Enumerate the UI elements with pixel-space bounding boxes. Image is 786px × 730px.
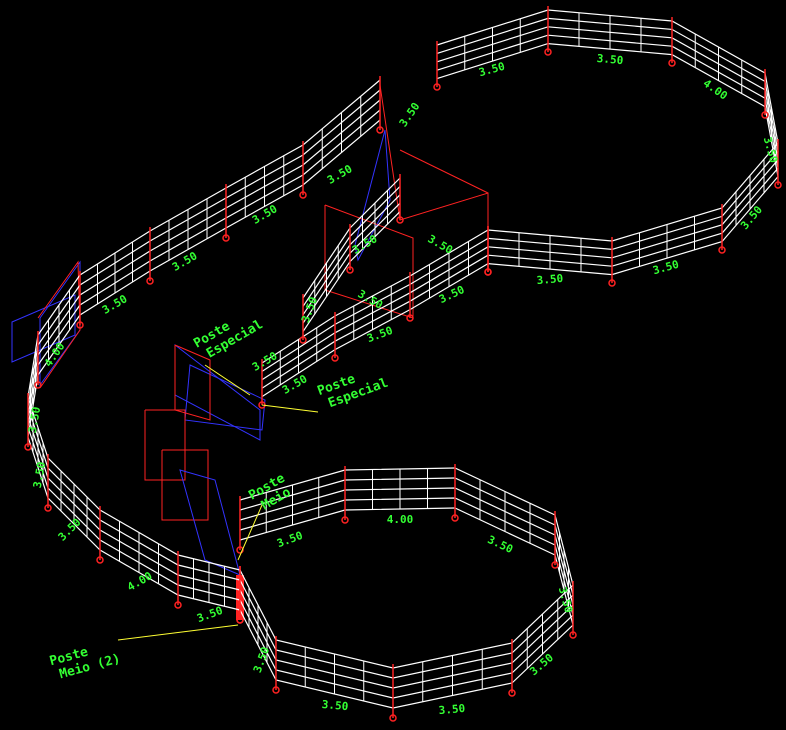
gate-frame xyxy=(144,409,186,481)
post-base xyxy=(774,181,782,189)
post-base xyxy=(376,126,384,134)
post-base xyxy=(24,443,32,451)
dimension-label: 3.50 xyxy=(275,529,304,550)
dimension-label: 3.50 xyxy=(738,203,765,232)
post-base xyxy=(146,277,154,285)
dimension-label: 3.50 xyxy=(397,100,423,129)
fence-rail xyxy=(239,497,574,699)
dimension-label: 3.50 xyxy=(31,461,48,489)
fence-rail xyxy=(261,246,489,381)
dimension-label: 3.50 xyxy=(536,272,564,287)
gate-frame xyxy=(184,364,266,431)
post-base xyxy=(341,516,349,524)
post-base xyxy=(396,216,404,224)
post-base xyxy=(551,561,559,569)
dimension-label: 3.50 xyxy=(250,202,279,227)
dimension-label: 3.50 xyxy=(170,249,199,274)
dimension-label: 3.50 xyxy=(100,292,129,317)
fence-rail xyxy=(302,177,401,299)
post-base xyxy=(299,336,307,344)
dimension-label: 3.50 xyxy=(321,698,349,713)
dimension-label: 3.50 xyxy=(365,324,394,345)
dimension-label: 3.50 xyxy=(485,533,515,556)
post-base xyxy=(34,381,42,389)
leaders xyxy=(117,364,319,641)
gate-frame xyxy=(399,149,489,194)
post-base xyxy=(389,714,397,722)
dimension-label: 4.00 xyxy=(701,77,730,103)
dimension-label: 4.00 xyxy=(387,513,414,526)
dimension-label: 3.50 xyxy=(26,406,43,434)
dimension-label: 3.50 xyxy=(195,604,224,625)
gate-frames xyxy=(11,84,489,620)
post-base xyxy=(406,314,414,322)
dimension-label: 3.50 xyxy=(251,645,272,674)
leader-line xyxy=(204,364,251,396)
post-base xyxy=(608,279,616,287)
post-base xyxy=(44,504,52,512)
dimension-label: 3.50 xyxy=(280,372,309,397)
fence-rail xyxy=(27,119,381,611)
dimension-label: 3.50 xyxy=(356,287,385,312)
leader-line xyxy=(117,624,239,641)
post-base xyxy=(222,234,230,242)
gate-frame xyxy=(179,469,241,576)
gate-frame xyxy=(161,449,209,521)
leader-line xyxy=(261,404,319,413)
dimension-label: 3.50 xyxy=(438,702,466,717)
fence-rail xyxy=(302,194,401,316)
post-base xyxy=(544,48,552,56)
leader-line xyxy=(237,504,263,561)
gate-frame xyxy=(174,344,211,421)
fence-rail xyxy=(27,79,381,571)
post-base xyxy=(508,689,516,697)
dimension-label: 3.50 xyxy=(426,232,455,257)
labels: 3.50 3.50 4.00 3.50 3.50 3.50 3.50 3.50 3.50 3.50… xyxy=(26,52,780,717)
fences xyxy=(24,6,782,722)
dimension-label: 3.50 xyxy=(527,651,556,678)
post-base xyxy=(484,268,492,276)
post-base xyxy=(569,631,577,639)
post-base xyxy=(299,191,307,199)
post-base xyxy=(346,266,354,274)
post-base xyxy=(236,546,244,554)
dimension-label: 3.50 xyxy=(350,232,379,257)
dimension-label: 3.50 xyxy=(651,258,680,277)
fence-rail xyxy=(302,211,401,332)
dimension-label: 3.50 xyxy=(477,60,506,79)
gate-frame xyxy=(11,294,76,363)
post-base xyxy=(272,686,280,694)
fence-rail xyxy=(261,254,489,389)
post-base xyxy=(174,601,182,609)
post-base xyxy=(96,556,104,564)
post-base xyxy=(668,59,676,67)
post-base xyxy=(718,246,726,254)
post-base xyxy=(236,616,244,624)
dimension-label: 3.50 xyxy=(596,52,624,67)
post-base xyxy=(451,514,459,522)
post-base xyxy=(761,111,769,119)
dimension-label: 3.50 xyxy=(325,162,354,187)
dimension-label: 4.00 xyxy=(125,569,154,594)
post-base xyxy=(433,83,441,91)
post-base xyxy=(76,321,84,329)
post-base xyxy=(331,354,339,362)
dimension-label: 3.50 xyxy=(437,283,467,306)
fence-rail xyxy=(239,477,574,679)
